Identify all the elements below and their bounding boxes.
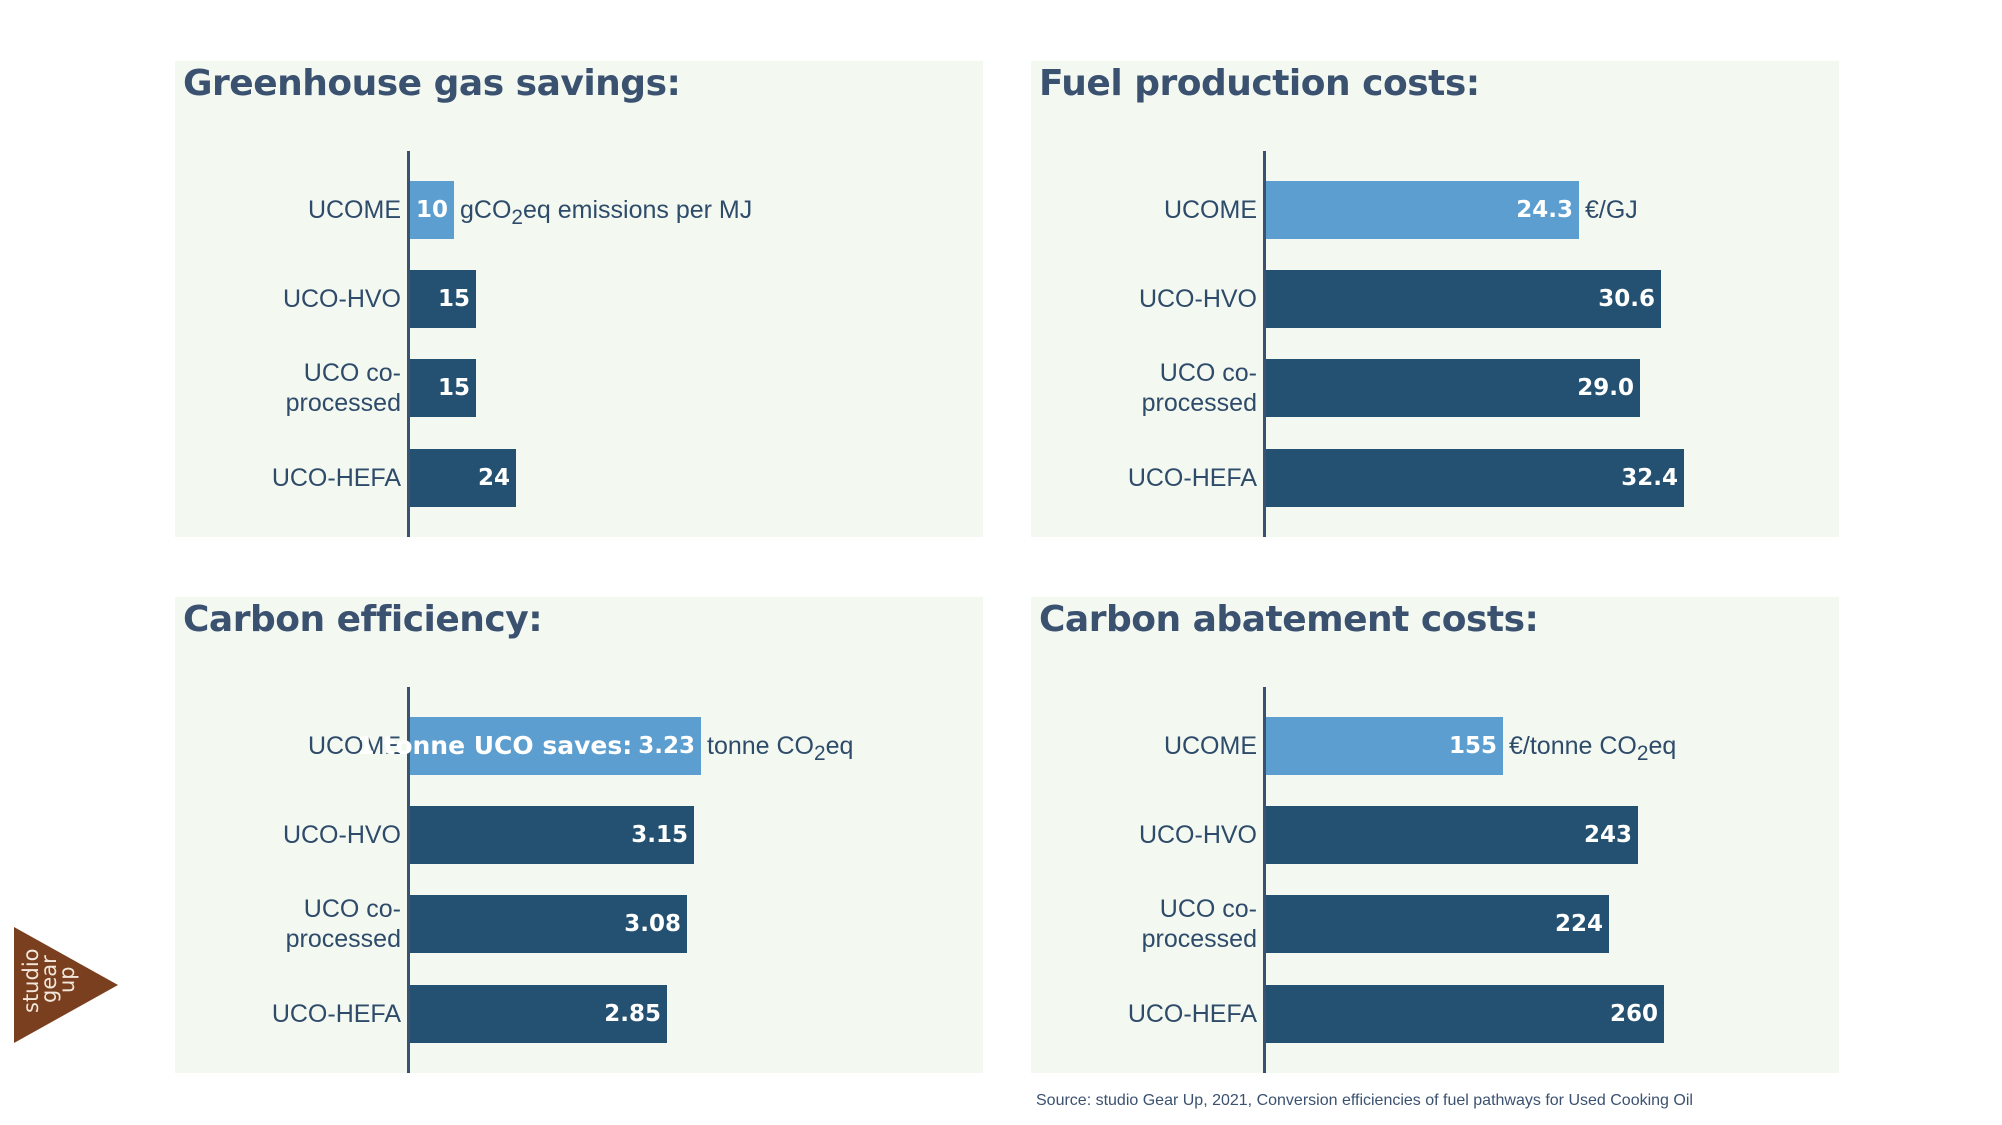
bar: 224 [1266, 895, 1609, 953]
bar-value-label: 32.4 [1621, 465, 1678, 491]
value-prefix-label: 1 tonne UCO saves: [357, 731, 633, 760]
category-label: UCO co-processed [1037, 358, 1257, 418]
bar-value-label: 15 [437, 375, 470, 401]
bar: 155 €/tonne CO2eq [1266, 717, 1676, 775]
bar: 3.08 [410, 895, 687, 953]
logo-line: studio [19, 949, 43, 1014]
category-label: UCOME [181, 717, 401, 775]
category-label: UCO-HEFA [181, 985, 401, 1043]
panel-fuel-production-costs: Fuel production costs: UCOME 24.3 €/GJ UCO-… [1031, 61, 1839, 537]
category-label-line: UCO-HEFA [1127, 464, 1257, 492]
category-label: UCOME [181, 181, 401, 239]
unit-label: €/tonne CO2eq [1509, 732, 1677, 765]
y-axis-line [407, 151, 410, 537]
bar-value-label: 3.23 1 tonne UCO saves: [357, 717, 695, 775]
category-label-line: UCO-HVO [1138, 821, 1257, 849]
logo-line: up [55, 966, 79, 993]
category-label-line: UCO-HEFA [271, 464, 401, 492]
category-label-line: UCO co- [303, 359, 401, 387]
bar: 243 [1266, 806, 1638, 864]
bar-value-label: 3.15 [631, 822, 688, 848]
category-label-line: UCO-HVO [282, 821, 401, 849]
y-axis-line [1263, 687, 1266, 1073]
bar: 29.0 [1266, 359, 1640, 417]
bar: 24.3 €/GJ [1266, 181, 1638, 239]
category-label-line: UCO co- [303, 895, 401, 923]
panel-title: Carbon abatement costs: [1039, 599, 1539, 640]
unit-label: gCO2eq emissions per MJ [460, 196, 753, 229]
unit-label: €/GJ [1585, 196, 1638, 224]
category-label: UCO co-processed [181, 358, 401, 418]
y-axis-line [1263, 151, 1266, 537]
bar: 24 [410, 449, 516, 507]
bar: 32.4 [1266, 449, 1684, 507]
panel-carbon-efficiency: Carbon efficiency: UCOME 3.23 1 tonne UCO … [175, 597, 983, 1073]
category-label: UCO-HVO [1037, 806, 1257, 864]
category-label-line: UCO co- [1159, 359, 1257, 387]
source-note: Source: studio Gear Up, 2021, Conversion… [1036, 1092, 1693, 1109]
panel-carbon-abatement-costs: Carbon abatement costs: UCOME 155 €/tonne … [1031, 597, 1839, 1073]
bar-value-label: 30.6 [1598, 286, 1655, 312]
panel-ghg-savings: Greenhouse gas savings: UCOME 10 gCO2eq em… [175, 61, 983, 537]
category-label: UCO-HVO [1037, 270, 1257, 328]
bar-value-label: 224 [1554, 911, 1603, 937]
bar: 3.15 [410, 806, 694, 864]
category-label: UCO co-processed [1037, 894, 1257, 954]
bar-value-label: 243 [1583, 822, 1632, 848]
panel-title: Carbon efficiency: [183, 599, 543, 640]
category-label-line: processed [285, 389, 401, 417]
category-label: UCOME [1037, 181, 1257, 239]
bar-value-label: 24.3 [1516, 197, 1573, 223]
category-label: UCO-HEFA [1037, 985, 1257, 1043]
bar: 15 [410, 270, 476, 328]
bar-value-label: 3.08 [624, 911, 681, 937]
unit-label: tonne CO2eq [707, 732, 854, 765]
category-label-line: processed [1141, 925, 1257, 953]
y-axis-line [407, 687, 410, 1073]
panel-title: Greenhouse gas savings: [183, 63, 681, 104]
category-label: UCO-HVO [181, 270, 401, 328]
bar-value-label: 24 [477, 465, 510, 491]
logo-line: gear [37, 955, 61, 1003]
category-label-line: processed [285, 925, 401, 953]
bar: 2.85 [410, 985, 667, 1043]
bar-value-label: 260 [1609, 1001, 1658, 1027]
bar-value-label: 15 [437, 286, 470, 312]
category-label-line: processed [1141, 389, 1257, 417]
panel-title: Fuel production costs: [1039, 63, 1480, 104]
bar: 30.6 [1266, 270, 1661, 328]
bar-value-label: 155 [1448, 733, 1497, 759]
category-label: UCOME [1037, 717, 1257, 775]
bar: 3.23 1 tonne UCO saves: tonne CO2eq [357, 717, 853, 775]
category-label-line: UCO-HVO [282, 285, 401, 313]
category-label-line: UCO co- [1159, 895, 1257, 923]
category-label-line: UCO-HEFA [1127, 1000, 1257, 1028]
category-label: UCO-HVO [181, 806, 401, 864]
bar-value-label: 10 [415, 197, 448, 223]
studio-gear-up-logo: studio gear up [14, 927, 118, 1043]
category-label-line: UCO-HVO [1138, 285, 1257, 313]
category-label-line: UCOME [307, 196, 401, 224]
category-label-line: UCOME [1163, 196, 1257, 224]
bar: 260 [1266, 985, 1664, 1043]
category-label-line: UCOME [1163, 732, 1257, 760]
category-label-line: UCOME [307, 732, 401, 760]
category-label: UCO-HEFA [1037, 449, 1257, 507]
bar: 10 gCO2eq emissions per MJ [410, 181, 752, 239]
category-label: UCO-HEFA [181, 449, 401, 507]
bar-value-label: 2.85 [604, 1001, 661, 1027]
category-label-line: UCO-HEFA [271, 1000, 401, 1028]
category-label: UCO co-processed [181, 894, 401, 954]
bar-value-label: 29.0 [1577, 375, 1634, 401]
bar: 15 [410, 359, 476, 417]
